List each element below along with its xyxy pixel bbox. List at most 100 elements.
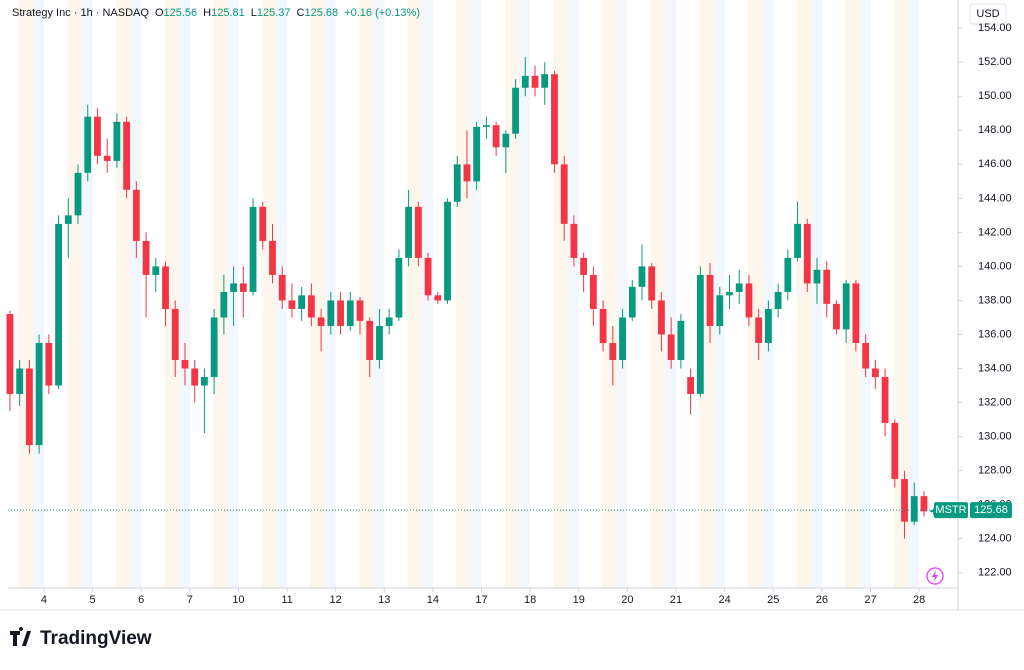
postmarket-shade [213,0,228,588]
y-tick-label: 144.00 [978,192,1012,204]
candle-body [191,368,199,386]
candle-body [521,75,529,88]
x-tick-label: 6 [138,594,144,606]
candle-body [599,308,607,343]
ohlc-value: 125.56 [164,7,198,19]
candle-body [551,74,558,165]
candle-body [152,266,160,275]
postmarket-shade [650,0,666,588]
candle-body [638,266,646,287]
y-tick-label: 128.00 [978,465,1012,477]
candle-body [74,172,82,216]
premarket-shade [519,0,531,588]
x-tick-label: 24 [719,594,731,606]
x-tick-label: 17 [475,594,487,606]
candle-body [726,291,733,296]
candle-body [55,223,62,386]
x-tick-label: 20 [621,594,633,606]
x-tick-label: 4 [41,594,47,606]
candle-body [658,300,665,335]
candle-body [560,164,568,224]
candle-body [735,283,743,292]
candle-body [123,121,131,190]
candle-body [64,215,72,224]
premarket-shade [616,0,628,588]
candle-body [784,257,792,292]
candle-body [94,116,101,156]
postmarket-shade [18,0,34,588]
candle-body [706,274,714,326]
candle-body [84,116,92,173]
candle-body [317,317,325,326]
change: +0.16 (+0.13%) [344,7,420,19]
postmarket-shade [796,0,812,588]
postmarket-shade [310,0,325,588]
brand: TradingView [40,628,152,649]
candle-body [356,300,364,321]
x-tick-label: 19 [573,594,585,606]
candle-body [444,201,451,301]
x-tick-label: 11 [281,594,292,606]
price-tag-label: 125.68 [974,504,1008,516]
candle-body [774,291,782,309]
y-tick-label: 146.00 [978,158,1012,170]
candle-body [327,300,335,326]
candle-body [210,317,218,378]
candle-body [45,342,53,386]
price-tag [970,502,1012,519]
candle-body [181,360,189,369]
ohlc-value: 125.81 [211,7,245,19]
ohlc-label: L [251,7,257,19]
ohlc-label: O [155,7,164,19]
candle-body [16,368,24,395]
candle-body [862,342,870,369]
candle-body [628,286,636,318]
candle-body [453,164,461,202]
x-tick-label: 14 [427,594,439,606]
candle-body [230,283,237,292]
premarket-shade [373,0,385,588]
candle-body [239,283,247,292]
candle-body [570,223,578,258]
candle-body [376,325,383,360]
lightning-icon[interactable] [926,567,944,585]
postmarket-shade [164,0,180,588]
candle-body [755,317,763,343]
currency-box[interactable] [969,3,1007,25]
candle-body [871,368,879,378]
y-tick-label: 136.00 [978,328,1012,340]
postmarket-shade [115,0,131,588]
x-tick-label: 7 [187,594,193,606]
candle-body [794,223,801,258]
postmarket-shade [67,0,82,588]
x-tick-label: 21 [670,594,682,606]
postmarket-shade [747,0,763,588]
x-tick-label: 28 [913,594,925,606]
candle-body [307,295,315,318]
candle-body [619,317,626,360]
currency[interactable]: USD [976,8,999,20]
y-tick-label: 140.00 [978,260,1012,272]
candle-body [745,283,753,318]
candle-body [833,303,840,330]
candle-body [930,510,938,513]
header: Strategy Inc · 1h · NASDAQ O125.56 H125.81… [12,7,420,19]
candle-body [434,295,442,301]
x-tick-label: 10 [232,594,244,606]
candle-body [142,240,150,275]
y-tick-label: 134.00 [978,362,1012,374]
candle-body [337,300,344,326]
candle-body [298,295,306,309]
candle-body [113,121,121,161]
premarket-shade [81,0,93,588]
x-tick-label: 12 [330,594,342,606]
premarket-shade [665,0,677,588]
candle-body [346,300,354,326]
brand-logo [10,627,31,646]
y-tick-label: 150.00 [978,90,1012,102]
y-tick-label: 132.00 [978,396,1012,408]
candle-body [531,75,539,88]
candle-body [473,126,481,182]
y-tick-label: 152.00 [978,56,1012,68]
candle-body [716,295,724,326]
